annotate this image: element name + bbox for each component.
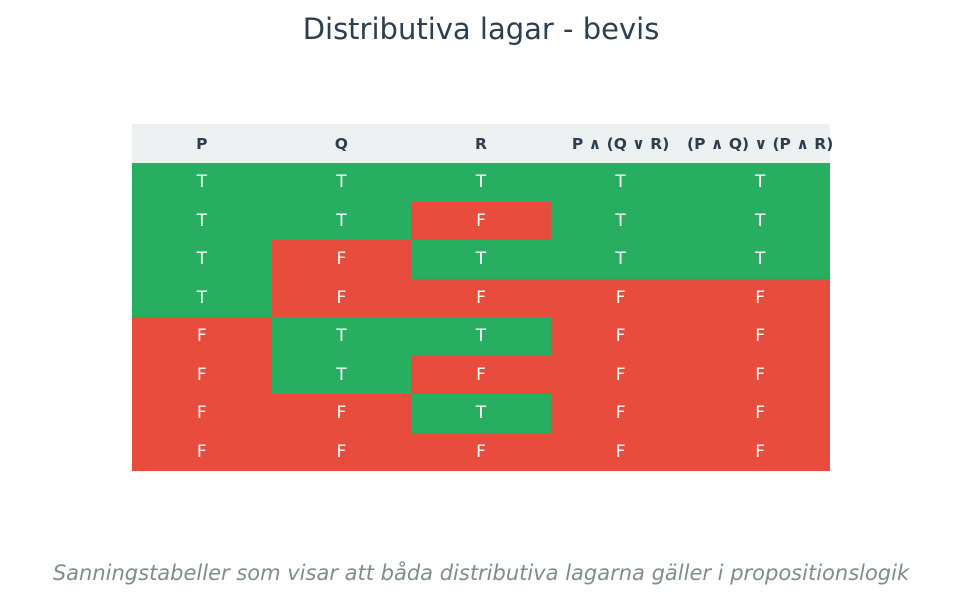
table-cell-lhs: F — [550, 278, 691, 317]
table-cell-q: F — [271, 432, 412, 471]
table-cell-lhs: T — [550, 201, 691, 240]
table-cell-r: T — [411, 240, 551, 279]
table-cell-p: F — [132, 355, 272, 394]
table-cell-lhs: F — [550, 355, 691, 394]
table-cell-lhs: T — [550, 240, 691, 279]
table-cell-q: T — [271, 201, 412, 240]
table-cell-r: T — [411, 317, 551, 356]
header-cell-q: Q — [334, 134, 348, 153]
table-cell-p: T — [132, 278, 272, 317]
table-cell-r: F — [411, 355, 551, 394]
table-cell-p: T — [132, 201, 272, 240]
table-cell-q: F — [271, 394, 412, 433]
chart-title: Distributiva lagar - bevis — [302, 12, 660, 46]
table-cell-rhs: F — [690, 394, 830, 433]
table-cell-rhs: T — [690, 163, 830, 202]
table-cell-p: F — [132, 432, 272, 471]
table-cell-lhs: F — [550, 394, 691, 433]
table-cell-rhs: F — [690, 432, 830, 471]
table-cell-p: T — [132, 163, 272, 202]
table-cell-r: F — [411, 432, 551, 471]
table-cell-rhs: F — [690, 317, 830, 356]
table-cell-r: F — [411, 201, 551, 240]
table-cell-rhs: T — [690, 240, 830, 279]
table-cell-q: F — [271, 278, 412, 317]
header-cell-p: P — [196, 134, 208, 153]
table-cell-r: T — [411, 163, 551, 202]
header-cell-lhs: P ∧ (Q ∨ R) — [571, 134, 670, 153]
table-cell-r: T — [411, 394, 551, 433]
table-cell-rhs: T — [690, 201, 830, 240]
table-cell-q: T — [271, 355, 412, 394]
table-cell-p: F — [132, 317, 272, 356]
table-cell-lhs: F — [550, 317, 691, 356]
table-cell-p: F — [132, 394, 272, 433]
table-cell-r: F — [411, 278, 551, 317]
table-cell-rhs: F — [690, 355, 830, 394]
table-cell-q: F — [271, 240, 412, 279]
table-cell-q: T — [271, 163, 412, 202]
table-cell-lhs: F — [550, 432, 691, 471]
table-cell-rhs: F — [690, 278, 830, 317]
table-cell-q: T — [271, 317, 412, 356]
table-cell-lhs: T — [550, 163, 691, 202]
table-cell-p: T — [132, 240, 272, 279]
table-header: P Q R P ∧ (Q ∨ R) (P ∧ Q) ∨ (P ∧ R) — [132, 124, 834, 163]
header-cell-r: R — [475, 134, 487, 153]
chart-caption: Sanningstabeller som visar att båda dist… — [52, 561, 910, 585]
header-cell-rhs: (P ∧ Q) ∨ (P ∧ R) — [687, 134, 834, 153]
